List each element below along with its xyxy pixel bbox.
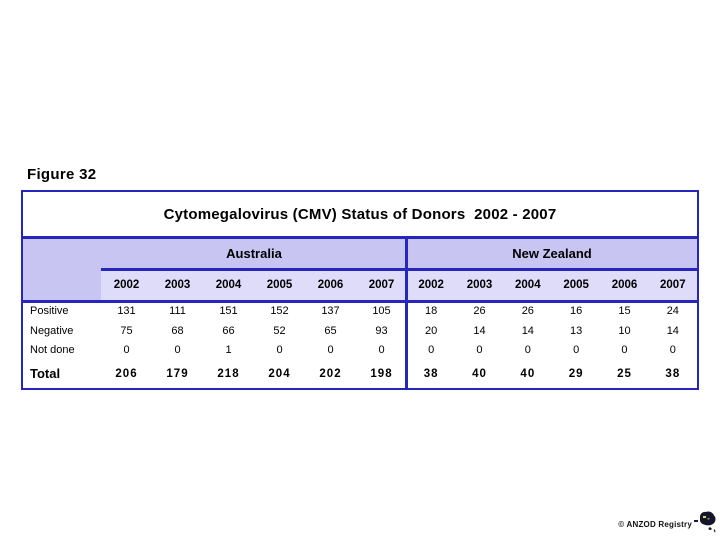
row-label-negative: Negative (23, 321, 101, 340)
anzod-australia-map-logo (694, 511, 716, 533)
value-cell-total: 40 (503, 359, 552, 388)
region-header-australia: Australia (101, 237, 407, 269)
value-cell: 0 (503, 340, 552, 359)
value-cell-total: 179 (152, 359, 203, 388)
region-header-new-zealand: New Zealand (407, 237, 697, 269)
value-cell: 105 (356, 301, 407, 321)
value-cell: 52 (254, 321, 305, 340)
table-grid: Cytomegalovirus (CMV) Status of Donors 2… (23, 192, 697, 388)
divider-below-title (23, 236, 697, 239)
value-cell: 1 (203, 340, 254, 359)
value-cell: 26 (503, 301, 552, 321)
value-cell: 24 (648, 301, 697, 321)
value-cell: 20 (407, 321, 456, 340)
value-cell: 14 (503, 321, 552, 340)
divider-below-region-headers (101, 268, 697, 271)
copyright-credit: © ANZOD Registry (618, 520, 692, 529)
table-title: Cytomegalovirus (CMV) Status of Donors 2… (23, 192, 697, 237)
value-cell: 0 (254, 340, 305, 359)
value-cell-total: 202 (305, 359, 356, 388)
value-cell: 66 (203, 321, 254, 340)
year-header-au-2003: 2003 (152, 269, 203, 301)
year-header-au-2007: 2007 (356, 269, 407, 301)
value-cell: 0 (551, 340, 601, 359)
value-cell-total: 206 (101, 359, 152, 388)
value-cell: 0 (600, 340, 649, 359)
year-header-nz-2005: 2005 (551, 269, 601, 301)
value-cell: 14 (455, 321, 504, 340)
value-cell: 0 (356, 340, 407, 359)
value-cell-total: 40 (455, 359, 504, 388)
value-cell: 131 (101, 301, 152, 321)
value-cell: 16 (551, 301, 601, 321)
value-cell: 75 (101, 321, 152, 340)
value-cell: 10 (600, 321, 649, 340)
figure-label: Figure 32 (27, 166, 97, 183)
divider-australia-newzealand (405, 236, 408, 388)
value-cell: 0 (455, 340, 504, 359)
year-header-au-2004: 2004 (203, 269, 254, 301)
value-cell: 14 (648, 321, 697, 340)
value-cell: 152 (254, 301, 305, 321)
divider-below-year-headers (23, 300, 697, 303)
row-label-positive: Positive (23, 301, 101, 321)
row-label-not-done: Not done (23, 340, 101, 359)
value-cell: 0 (648, 340, 697, 359)
value-cell: 18 (407, 301, 456, 321)
value-cell: 15 (600, 301, 649, 321)
value-cell-total: 25 (600, 359, 649, 388)
row-label-total: Total (23, 359, 101, 388)
value-cell: 65 (305, 321, 356, 340)
value-cell: 151 (203, 301, 254, 321)
year-header-au-2002: 2002 (101, 269, 152, 301)
value-cell: 137 (305, 301, 356, 321)
value-cell: 0 (407, 340, 456, 359)
cmv-status-table: Cytomegalovirus (CMV) Status of Donors 2… (21, 190, 699, 390)
value-cell: 111 (152, 301, 203, 321)
value-cell: 0 (101, 340, 152, 359)
stub-cell (23, 237, 101, 301)
value-cell: 93 (356, 321, 407, 340)
year-header-nz-2007: 2007 (648, 269, 697, 301)
value-cell: 0 (305, 340, 356, 359)
value-cell: 13 (551, 321, 601, 340)
value-cell-total: 29 (551, 359, 601, 388)
year-header-au-2006: 2006 (305, 269, 356, 301)
value-cell-total: 38 (407, 359, 456, 388)
year-header-nz-2004: 2004 (503, 269, 552, 301)
value-cell-total: 218 (203, 359, 254, 388)
value-cell-total: 38 (648, 359, 697, 388)
year-header-nz-2002: 2002 (407, 269, 456, 301)
year-header-au-2005: 2005 (254, 269, 305, 301)
value-cell-total: 198 (356, 359, 407, 388)
value-cell: 0 (152, 340, 203, 359)
year-header-nz-2006: 2006 (600, 269, 649, 301)
value-cell-total: 204 (254, 359, 305, 388)
year-header-nz-2003: 2003 (455, 269, 504, 301)
value-cell: 68 (152, 321, 203, 340)
value-cell: 26 (455, 301, 504, 321)
